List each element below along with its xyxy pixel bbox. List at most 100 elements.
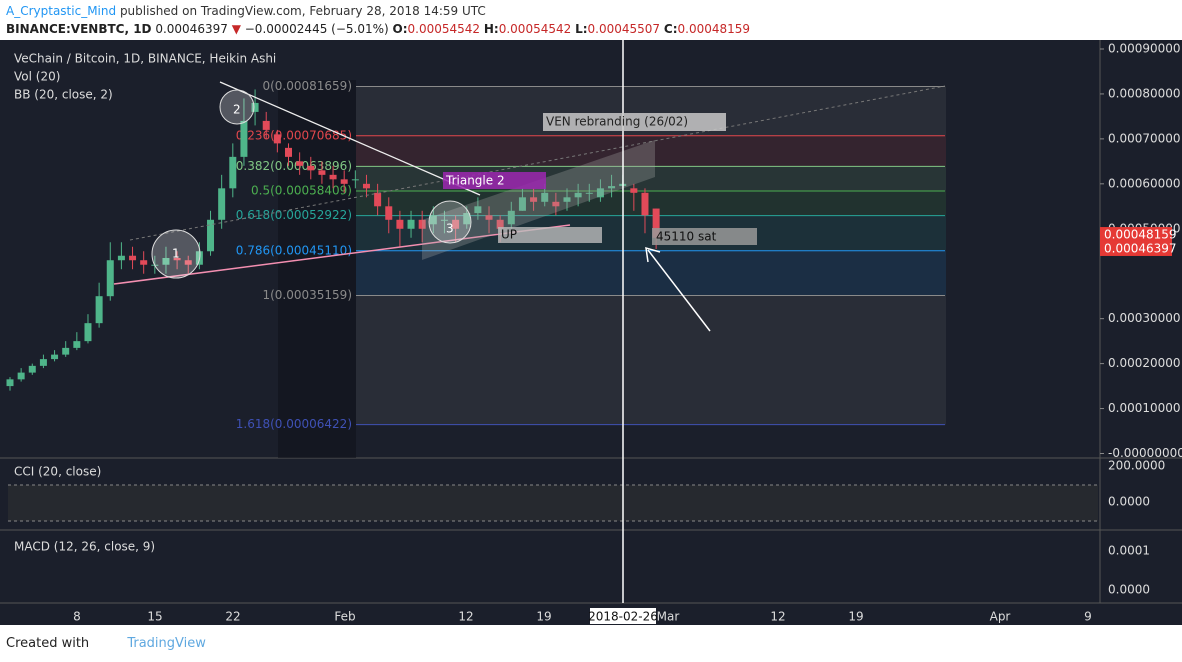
candle-body (84, 323, 92, 342)
note: 45110 sat (656, 230, 717, 244)
note-box (652, 228, 757, 245)
candle-body (418, 219, 426, 229)
price-label: 0.00046397 (1104, 241, 1177, 255)
cci-band (8, 485, 1098, 521)
pane-label: MACD (12, 26, close, 9) (14, 540, 155, 554)
candle-body (285, 147, 292, 157)
ticker-line: BINANCE:VENBTC, 1D 0.00046397 ▼ −0.00002… (6, 22, 751, 36)
candle-body (95, 296, 103, 324)
candle-body (273, 134, 281, 144)
channel (422, 140, 655, 260)
x-tick-label: 19 (536, 610, 551, 624)
x-tick-label: 9 (1084, 610, 1092, 624)
circle-label: 3 (446, 222, 454, 236)
candle-body (374, 192, 382, 207)
candle-body (585, 192, 593, 194)
legend: BB (20, close, 2) (14, 88, 113, 102)
candle-body (351, 179, 359, 181)
candle-body (17, 372, 25, 380)
candle-body (129, 255, 137, 261)
author[interactable]: A_Cryptastic_Mind (6, 4, 117, 18)
x-tick-label: 12 (770, 610, 785, 624)
high: 0.00054542 (498, 22, 572, 36)
note: Triangle 2 (445, 174, 505, 188)
fib-band (356, 135, 946, 167)
macd-tick: 0.0001 (1108, 544, 1150, 558)
x-tick-label: 8 (73, 610, 81, 624)
fib-label: 0.236(0.00070685) (236, 128, 352, 142)
candle-body (229, 156, 237, 189)
fib-band (356, 295, 946, 425)
fib-label: 0.382(0.00063896) (236, 159, 352, 173)
fib-label: 0.786(0.00045110) (236, 243, 352, 257)
last: 0.00046397 (155, 22, 228, 36)
candle-body (39, 359, 47, 366)
candle-body (62, 347, 70, 355)
candle-body (296, 161, 304, 166)
candle-body (218, 188, 226, 220)
candle-body (641, 192, 649, 216)
trend-line (219, 81, 481, 196)
candle-body (496, 219, 504, 229)
candle-body (652, 208, 660, 238)
axis-bg (1100, 40, 1182, 625)
candle-body (429, 215, 437, 225)
candle-body (630, 188, 638, 193)
candle-body (518, 197, 526, 211)
legend: VeChain / Bitcoin, 1D, BINANCE, Heikin A… (14, 52, 276, 66)
candle-body (574, 192, 582, 198)
change: −0.00002445 (−5.01%) (244, 22, 389, 36)
y-tick-label: -0.00000000 (1108, 446, 1182, 460)
circle-marker (219, 89, 255, 125)
candle-body (541, 192, 549, 202)
y-tick-label: 0.00090000 (1108, 41, 1181, 55)
x-tick-label: 19 (848, 610, 863, 624)
circle-marker (428, 200, 472, 244)
open: 0.00054542 (407, 22, 481, 36)
x-tick-label: Mar (657, 610, 680, 624)
low: 0.00045507 (587, 22, 661, 36)
x-tick-label: 12 (458, 610, 473, 624)
candle-body (552, 201, 560, 207)
candle-body (507, 210, 515, 225)
x-tick-label: Apr (990, 610, 1011, 624)
fib-label: 0(0.00081659) (262, 79, 352, 93)
y-tick-label: 0.00010000 (1108, 401, 1181, 415)
cci-tick: 0.0000 (1108, 495, 1150, 509)
close: 0.00048159 (677, 22, 751, 36)
candle-body (162, 257, 170, 265)
footer: Created with TradingView (6, 636, 206, 651)
x-tick-label: 15 (147, 610, 162, 624)
circle-label: 1 (172, 247, 180, 261)
crosshair-box (590, 608, 656, 624)
x-tick-label: Feb (334, 610, 355, 624)
brand[interactable]: TradingView (127, 636, 206, 651)
candle-body (117, 255, 125, 261)
legend: Vol (20) (14, 70, 60, 84)
note: UP (501, 228, 517, 242)
candle-body (184, 260, 192, 265)
price-box (1100, 227, 1172, 243)
fib-band (356, 190, 946, 216)
candle-body (596, 188, 604, 198)
candle-body (106, 260, 114, 297)
candle-body (173, 257, 181, 261)
trend-line (129, 85, 946, 241)
candle-body (608, 186, 616, 189)
arrow-head (645, 246, 661, 263)
x-tick-label: 22 (225, 610, 240, 624)
pane-label: CCI (20, close) (14, 465, 101, 479)
candle-body (362, 183, 370, 189)
crosshair-label: 2018-02-26 (588, 610, 658, 624)
candle-body (262, 120, 270, 130)
published: published on TradingView.com, February 2… (119, 4, 486, 18)
candle-body (463, 213, 471, 225)
candle-body (51, 354, 59, 360)
arrow (647, 249, 711, 332)
circle-marker (151, 229, 201, 279)
note-box (443, 172, 546, 189)
ticker: BINANCE:VENBTC, 1D (6, 22, 152, 36)
candle-body (207, 219, 215, 252)
candle-body (474, 206, 482, 214)
